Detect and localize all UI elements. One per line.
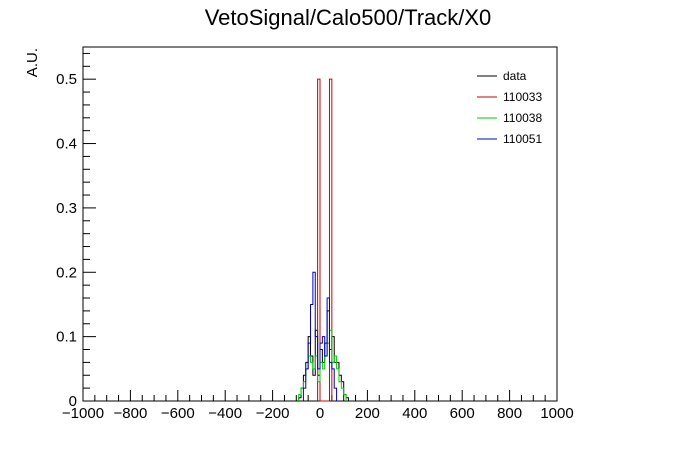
x-tick-label: 200	[355, 405, 380, 422]
series-110051-line	[302, 271, 338, 401]
legend-entry-label: 110038	[503, 111, 542, 125]
legend: data 110033 110038 110051	[477, 69, 542, 146]
x-tick-label: 1000	[540, 405, 573, 422]
x-tick-label: −800	[114, 405, 148, 422]
y-tick-label: 0.2	[56, 264, 77, 281]
chart-title: VetoSignal/Calo500/Track/X0	[205, 5, 492, 30]
x-tick-label: −400	[208, 405, 242, 422]
y-tick-label: 0.3	[56, 200, 77, 217]
y-axis-label: A.U.	[24, 48, 41, 77]
x-tick-label: −200	[256, 405, 290, 422]
y-tick-label: 0.1	[56, 329, 77, 346]
axis-layer: −1000 −800 −600 −400 −200 0 200 400 600 800 1000 0 0…	[56, 52, 574, 422]
y-tick-label: 0.4	[56, 136, 77, 153]
y-tick-label: 0.5	[56, 71, 77, 88]
x-tick-label: −1000	[62, 405, 104, 422]
series-layer	[298, 78, 349, 402]
x-tick-label: 600	[450, 405, 475, 422]
x-tick-label: 800	[497, 405, 522, 422]
legend-entry-label: 110033	[503, 90, 542, 104]
legend-entry-label: data	[503, 69, 527, 83]
x-tick-label: −600	[161, 405, 195, 422]
series-110033-line	[317, 78, 333, 402]
x-tick-label: 400	[402, 405, 427, 422]
x-tick-label: 0	[316, 405, 324, 422]
y-tick-label: 0	[69, 393, 77, 410]
legend-entry-label: 110051	[503, 132, 542, 146]
